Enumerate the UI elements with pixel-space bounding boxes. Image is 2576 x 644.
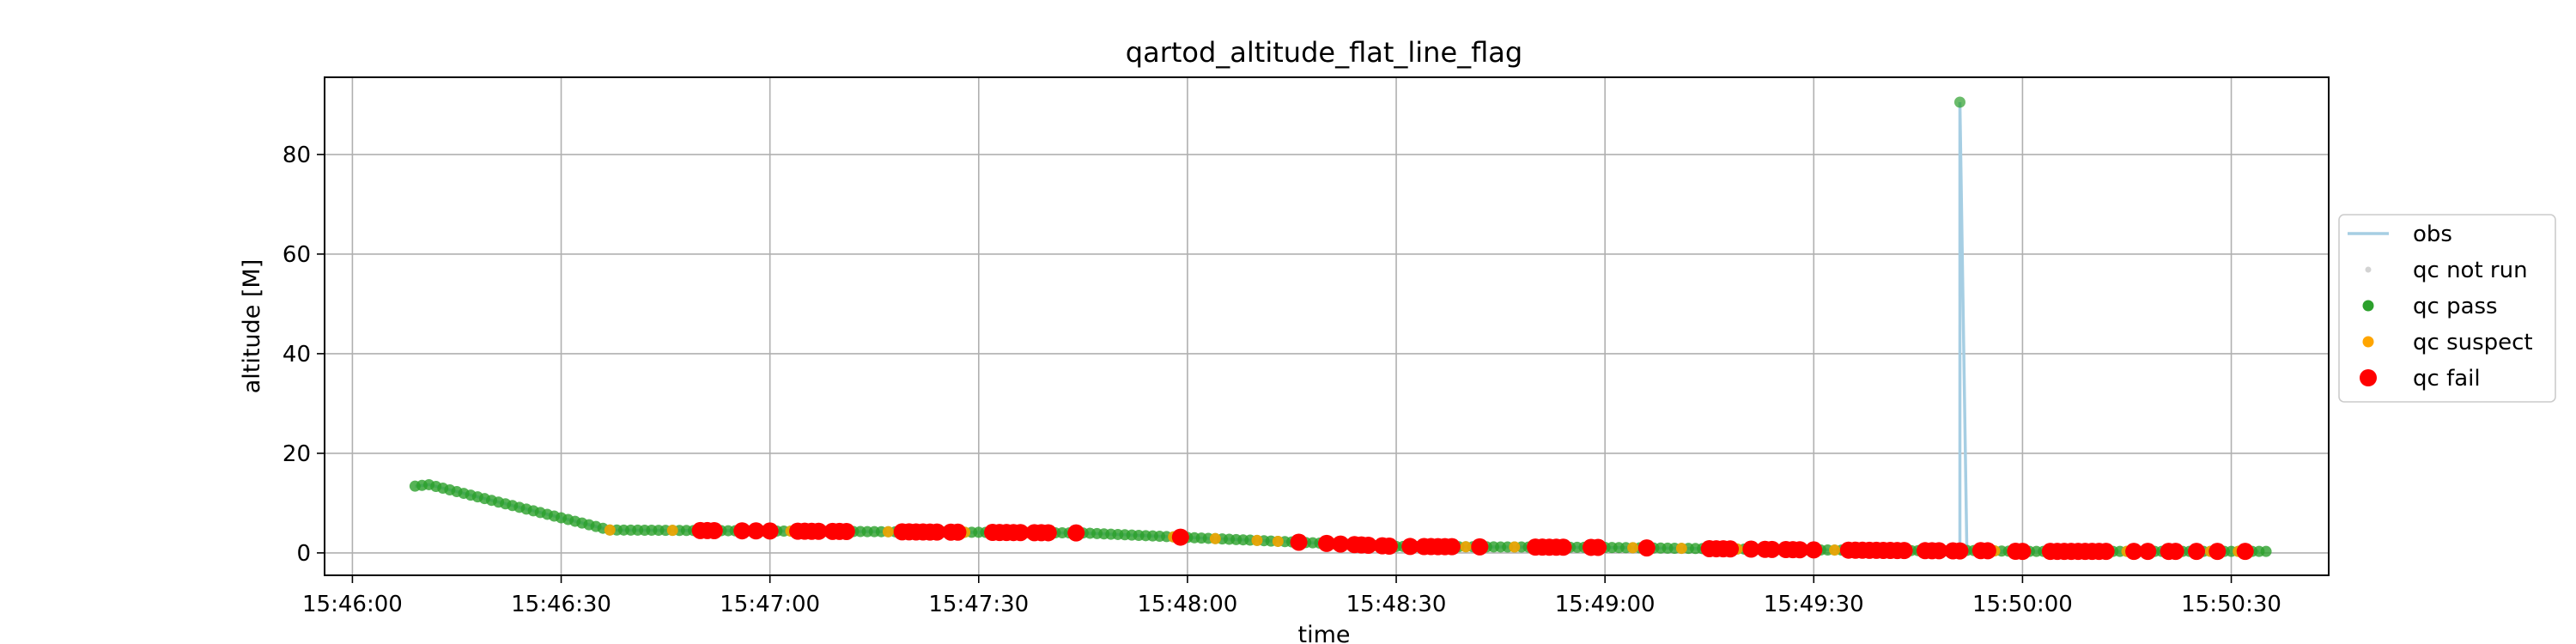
qc-fail-point: [2139, 543, 2157, 561]
qc-fail-point: [1359, 536, 1377, 554]
qc-suspect-point: [666, 525, 678, 537]
qc-fail-point: [1067, 524, 1085, 542]
qc-suspect-point: [1627, 542, 1639, 554]
qc-fail-point: [810, 522, 828, 540]
x-axis-title: time: [1297, 622, 1350, 644]
x-tick-label: 15:47:30: [928, 592, 1029, 617]
legend-label: qc fail: [2413, 366, 2481, 392]
x-tick-label: 15:49:30: [1764, 592, 1864, 617]
chart-title: qartod_altitude_flat_line_flag: [1126, 36, 1522, 69]
qc-fail-point: [705, 521, 723, 539]
legend-marker-swatch: [2360, 369, 2377, 386]
qc-fail-point: [1554, 538, 1572, 556]
qc-fail-point: [747, 522, 765, 540]
y-tick-label: 40: [283, 342, 311, 368]
qc-fail-point: [1039, 524, 1057, 542]
qc-suspect-point: [1209, 532, 1221, 544]
qc-fail-series: [691, 521, 2254, 561]
qc-fail-point: [1380, 538, 1398, 556]
qc-fail-point: [2014, 543, 2032, 561]
qc-fail-point: [1805, 541, 1823, 559]
qc-fail-point: [1722, 540, 1740, 558]
legend-label: obs: [2413, 222, 2452, 247]
qc-fail-point: [1895, 542, 1913, 560]
qc-fail-point: [1012, 524, 1030, 542]
legend-marker-swatch: [2365, 266, 2372, 273]
qc-fail-point: [2208, 543, 2227, 561]
x-tick-label: 15:50:00: [1972, 592, 2073, 617]
qc-fail-point: [1290, 533, 1308, 551]
plot-frame: [324, 76, 2330, 576]
qc-suspect-point: [1251, 534, 1263, 546]
qc-fail-point: [928, 523, 946, 541]
x-tick-label: 15:48:30: [1346, 592, 1447, 617]
y-tick-label: 0: [296, 541, 311, 567]
qc-fail-point: [1978, 542, 1996, 560]
x-axis: 15:46:00 15:46:30 15:47:00 15:47:30 15:48:00…: [302, 575, 2281, 617]
x-tick-label: 15:49:00: [1555, 592, 1656, 617]
x-tick-label: 15:48:00: [1138, 592, 1238, 617]
qc-fail-point: [1171, 528, 1189, 546]
qc-fail-point: [761, 522, 779, 540]
legend-label: qc not run: [2413, 258, 2528, 283]
qc-fail-point: [837, 522, 855, 540]
obs-series: [415, 101, 2259, 553]
grid-lines: [325, 77, 2329, 575]
legend: obs qc not run qc pass qc suspect qc fail: [2338, 214, 2556, 403]
legend-marker-swatch: [2362, 336, 2374, 348]
qc-suspect-point: [1460, 541, 1472, 553]
qc-fail-point: [1318, 534, 1335, 552]
qc-fail-point: [1763, 540, 1781, 558]
y-axis-title: altitude [M]: [239, 259, 265, 394]
qc-suspect-point: [1272, 535, 1284, 547]
legend-marker-swatch: [2362, 300, 2374, 312]
qc-suspect-point: [604, 524, 616, 536]
qc-suspect-point: [1675, 543, 1687, 555]
qc-fail-point: [1401, 538, 1419, 556]
qc-fail-point: [2097, 543, 2115, 561]
qc-fail-point: [2166, 543, 2184, 561]
qc-fail-point: [1589, 538, 1607, 556]
x-tick-label: 15:47:00: [720, 592, 820, 617]
x-tick-label: 15:46:00: [302, 592, 403, 617]
qc-fail-point: [1471, 538, 1489, 556]
qc-pass-point: [1953, 96, 1965, 108]
qc-suspect-point: [882, 526, 894, 538]
qc-fail-point: [733, 522, 751, 540]
qc-fail-point: [1443, 538, 1461, 556]
qc-fail-point: [1332, 535, 1350, 553]
qc-fail-point: [949, 523, 967, 541]
qc-pass-point: [2260, 545, 2272, 557]
y-axis: 0 20 40 60 80: [283, 143, 325, 567]
qc-pass-series: [409, 96, 2272, 557]
obs-line: [415, 101, 2259, 553]
qc-fail-point: [1930, 542, 1948, 560]
qc-suspect-point: [1829, 544, 1841, 556]
qc-fail-point: [1791, 541, 1809, 559]
x-tick-label: 15:50:30: [2181, 592, 2281, 617]
qc-fail-point: [2188, 543, 2206, 561]
legend-label: qc suspect: [2413, 330, 2533, 355]
qc-fail-point: [2236, 543, 2254, 561]
qc-fail-point: [1637, 539, 1656, 557]
qc-fail-point: [1742, 540, 1760, 558]
legend-label: qc pass: [2413, 294, 2498, 319]
qc-fail-point: [1951, 542, 1969, 560]
legend-box: [2338, 214, 2556, 403]
qc-suspect-point: [1509, 541, 1521, 553]
qc-fail-point: [2125, 543, 2143, 561]
y-tick-label: 60: [283, 242, 311, 268]
y-tick-label: 20: [283, 441, 311, 467]
y-tick-label: 80: [283, 143, 311, 168]
x-tick-label: 15:46:30: [511, 592, 611, 617]
